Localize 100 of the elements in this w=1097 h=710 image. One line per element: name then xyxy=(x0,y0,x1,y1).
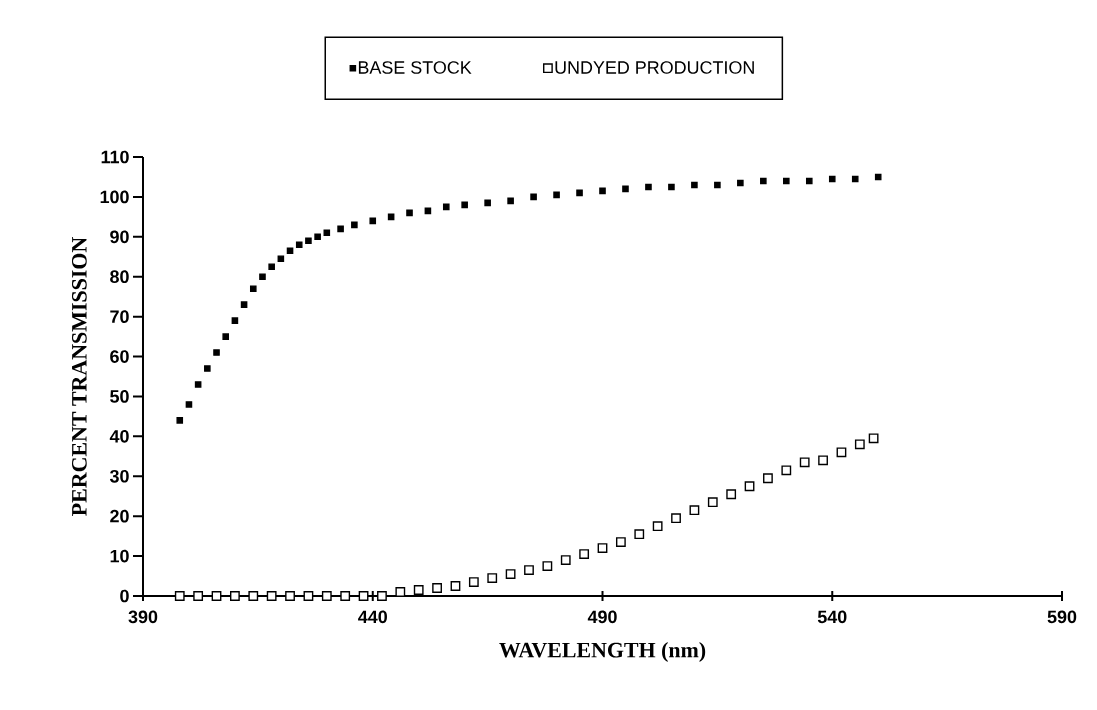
point xyxy=(726,489,737,500)
point xyxy=(314,233,321,241)
point xyxy=(337,225,344,233)
y-tick-label: 0 xyxy=(120,589,129,603)
point xyxy=(211,591,222,601)
point xyxy=(524,565,534,575)
point xyxy=(406,209,413,217)
point xyxy=(277,255,285,263)
x-axis-title: WAVELENGTH (nm) xyxy=(499,642,706,662)
point xyxy=(285,591,295,601)
point xyxy=(799,457,810,468)
y-tick-label: 40 xyxy=(109,430,129,443)
point xyxy=(599,187,606,195)
y-tick-label: 100 xyxy=(100,190,129,204)
x-tick-label: 440 xyxy=(358,610,387,624)
point xyxy=(507,197,514,205)
point xyxy=(597,543,608,554)
point xyxy=(248,591,259,601)
point xyxy=(369,217,377,225)
point xyxy=(230,591,240,601)
point xyxy=(781,465,792,476)
point xyxy=(854,439,865,450)
point xyxy=(851,175,859,183)
point xyxy=(222,333,230,340)
point xyxy=(249,285,257,292)
y-tick-label: 110 xyxy=(101,150,129,164)
point xyxy=(576,189,583,197)
point xyxy=(193,591,204,601)
point xyxy=(691,181,698,189)
point xyxy=(622,185,629,193)
point xyxy=(760,177,767,185)
point xyxy=(461,201,468,209)
point xyxy=(231,317,239,324)
point xyxy=(553,191,560,199)
point xyxy=(305,237,312,245)
point xyxy=(530,193,537,201)
y-tick-label: 50 xyxy=(110,390,129,403)
point xyxy=(689,505,700,516)
y-tick-label: 30 xyxy=(109,469,129,483)
point xyxy=(874,173,882,181)
x-tick-label: 540 xyxy=(817,610,847,624)
point xyxy=(744,481,755,492)
point xyxy=(818,455,828,466)
point xyxy=(645,183,652,191)
point xyxy=(714,181,721,189)
point xyxy=(783,177,790,185)
point xyxy=(763,473,773,484)
y-tick-label: 60 xyxy=(110,350,129,363)
point xyxy=(468,577,479,587)
point xyxy=(668,183,675,191)
point xyxy=(542,561,553,571)
point xyxy=(707,497,718,508)
point xyxy=(295,241,303,249)
y-tick-label: 20 xyxy=(110,509,129,523)
legend-label: UNDYED PRODUCTION xyxy=(555,61,754,74)
y-tick-label: 80 xyxy=(110,270,129,284)
point xyxy=(340,591,351,601)
point xyxy=(266,591,277,601)
point xyxy=(836,447,847,458)
point xyxy=(377,591,387,601)
point xyxy=(579,549,590,559)
point xyxy=(194,381,202,388)
point xyxy=(442,203,450,211)
y-axis-title: PERCENT TRANSMISSION xyxy=(71,237,87,516)
point xyxy=(634,529,645,540)
point xyxy=(671,513,681,524)
point xyxy=(174,591,185,601)
point xyxy=(321,591,332,601)
point xyxy=(351,221,358,229)
y-tick-label: 10 xyxy=(110,549,129,563)
y-tick-label: 90 xyxy=(110,230,129,244)
point xyxy=(828,175,836,183)
point xyxy=(358,591,369,601)
point xyxy=(505,569,516,579)
point xyxy=(240,301,248,308)
point xyxy=(487,573,498,583)
y-tick-label: 70 xyxy=(110,310,129,323)
point xyxy=(259,273,266,281)
point xyxy=(432,583,442,593)
x-tick-label: 390 xyxy=(128,610,158,624)
x-tick-label: 590 xyxy=(1047,610,1077,624)
point xyxy=(652,521,663,532)
point xyxy=(484,199,491,207)
point xyxy=(413,585,424,595)
point xyxy=(805,177,813,185)
point xyxy=(737,179,744,187)
point xyxy=(176,417,184,424)
point xyxy=(185,401,193,408)
point xyxy=(395,587,406,597)
point xyxy=(560,555,571,565)
point xyxy=(615,537,626,548)
point xyxy=(303,591,314,601)
point xyxy=(213,349,220,356)
point xyxy=(286,247,294,255)
point xyxy=(450,581,461,591)
point xyxy=(868,433,879,444)
x-tick-label: 490 xyxy=(587,610,617,624)
legend-label: BASE STOCK xyxy=(358,61,472,74)
point xyxy=(268,263,275,271)
point xyxy=(204,365,211,372)
